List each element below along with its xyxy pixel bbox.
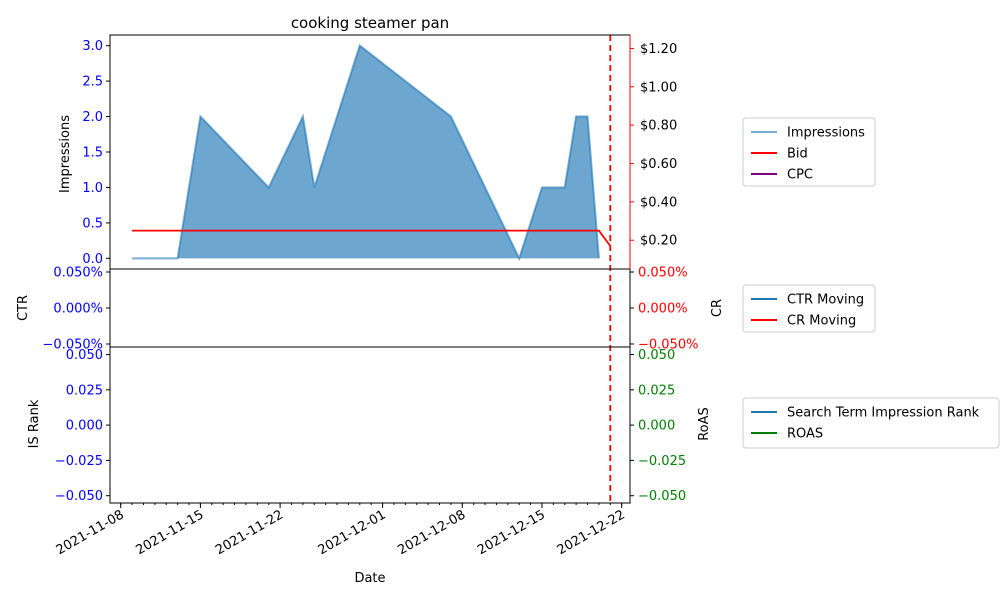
- legend-label: ROAS: [787, 427, 823, 442]
- middle-panel-frame: [109, 268, 631, 348]
- impressions-line: [132, 43, 600, 262]
- bottom-right-tick-label: 0.050: [638, 348, 675, 363]
- mid-y2label: CR: [710, 299, 725, 317]
- x-tick-label: 2021-12-01: [316, 507, 389, 558]
- mid-left-tick-label: −0.050%: [43, 338, 103, 353]
- legend-label: Bid: [787, 147, 808, 162]
- bottom-y2label: RoAS: [697, 407, 712, 441]
- bid-line: [132, 229, 612, 247]
- top-right-tick-label: $0.40: [640, 195, 677, 210]
- top-right-tick-label: $0.20: [640, 234, 677, 249]
- x-tick-label: 2021-11-22: [213, 507, 286, 558]
- mid-left-tick-label: 0.050%: [53, 266, 103, 281]
- top-left-tick-label: 1.5: [82, 146, 103, 161]
- mid-right-tick-label: 0.050%: [638, 266, 688, 281]
- top-left-tick-label: 0.0: [82, 252, 103, 267]
- bottom-left-tick-label: −0.025: [55, 454, 103, 469]
- bottom-left-tick-label: 0.000: [66, 419, 103, 434]
- bottom-ylabel: IS Rank: [27, 399, 42, 448]
- mid-right-tick-label: −0.050%: [638, 338, 698, 353]
- legend-label: Impressions: [787, 126, 865, 141]
- x-tick-label: 2021-12-15: [475, 507, 548, 558]
- legend-label: Search Term Impression Rank: [787, 406, 980, 421]
- chart-title: cooking steamer pan: [291, 14, 449, 32]
- top-left-tick-label: 2.0: [82, 110, 103, 125]
- legend-top-box: [742, 117, 876, 187]
- bottom-right-tick-label: 0.025: [638, 383, 675, 398]
- top-right-tick-label: $1.00: [640, 80, 677, 95]
- impressions-area: [132, 45, 599, 259]
- bottom-panel-frame: [109, 346, 631, 504]
- x-axis-label: Date: [354, 571, 385, 586]
- legend-bottom-box: [742, 397, 1000, 449]
- bottom-right-tick-label: 0.000: [638, 419, 675, 434]
- top-ylabel: Impressions: [58, 115, 73, 193]
- legend-bottom: Search Term Impression Rank ROAS: [742, 397, 1000, 449]
- bottom-left-tick-label: 0.025: [66, 383, 103, 398]
- mid-ylabel: CTR: [16, 295, 31, 321]
- mid-right-tick-label: 0.000%: [638, 302, 688, 317]
- legend-label: CR Moving: [787, 314, 856, 329]
- legend-label: CTR Moving: [787, 293, 864, 308]
- x-tick-label: 2021-11-15: [133, 507, 206, 558]
- legend-middle: CTR Moving CR Moving: [742, 284, 876, 333]
- top-left-tick-label: 0.5: [82, 216, 103, 231]
- legend-label: CPC: [787, 168, 813, 183]
- bottom-left-tick-label: 0.050: [66, 348, 103, 363]
- x-tick-label: 2021-11-08: [54, 507, 127, 558]
- top-right-tick-label: $1.20: [640, 42, 677, 57]
- x-tick-label: 2021-12-08: [395, 507, 468, 558]
- top-left-tick-label: 3.0: [82, 39, 103, 54]
- legend-top: Impressions Bid CPC: [742, 117, 876, 187]
- mid-left-tick-label: 0.000%: [53, 302, 103, 317]
- top-right-tick-label: $0.80: [640, 119, 677, 134]
- top-left-tick-label: 1.0: [82, 181, 103, 196]
- bottom-right-tick-label: −0.050: [638, 489, 686, 504]
- top-left-tick-label: 2.5: [82, 75, 103, 90]
- top-right-tick-label: $0.60: [640, 157, 677, 172]
- bottom-right-tick-label: −0.025: [638, 454, 686, 469]
- x-tick-label: 2021-12-22: [555, 507, 628, 558]
- bottom-left-tick-label: −0.050: [55, 489, 103, 504]
